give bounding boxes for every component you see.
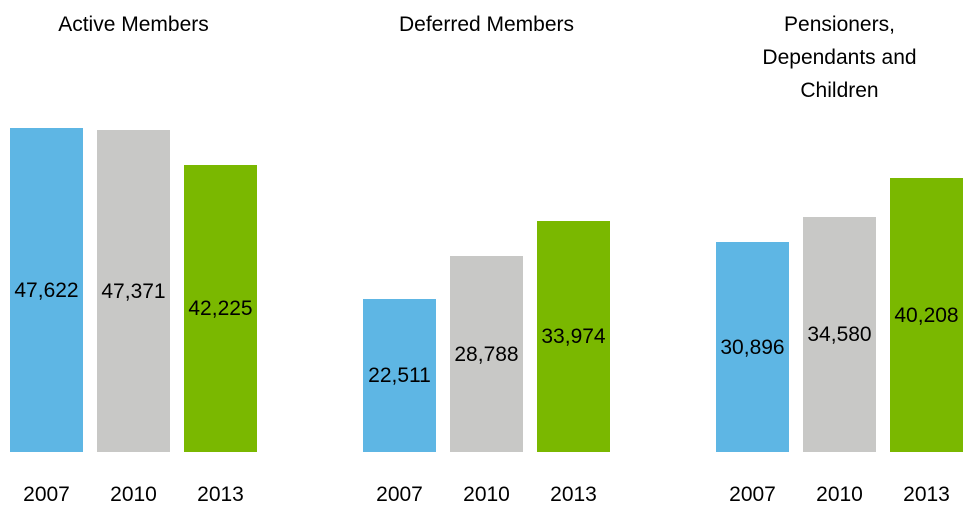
value-label: 47,371: [101, 279, 166, 303]
x-tick-label: 2013: [903, 483, 950, 506]
bar: [716, 241, 789, 452]
bar: [803, 216, 876, 452]
bar: [363, 298, 436, 452]
value-label: 40,208: [894, 304, 959, 328]
bar: [97, 129, 170, 452]
value-label: 33,974: [541, 325, 606, 349]
value-label: 34,580: [807, 323, 872, 347]
x-tick-label: 2010: [110, 483, 157, 506]
x-tick-label: 2013: [550, 483, 597, 506]
value-label: 22,511: [368, 364, 431, 388]
value-label: 42,225: [188, 297, 253, 321]
bar: [537, 220, 610, 452]
x-tick-label: 2010: [463, 483, 510, 506]
chart-title: Pensioners, Dependants and Children: [762, 13, 917, 102]
x-tick-label: 2013: [197, 483, 244, 506]
x-tick-label: 2007: [376, 483, 423, 506]
chart-title: Active Members: [58, 13, 209, 36]
x-tick-label: 2007: [23, 483, 70, 506]
x-tick-label: 2010: [816, 483, 863, 506]
bar: [184, 164, 257, 452]
bar: [450, 256, 523, 452]
value-label: 47,622: [14, 279, 79, 302]
value-label: 28,788: [454, 343, 519, 367]
value-label: 30,896: [720, 335, 785, 359]
chart-title: Deferred Members: [398, 13, 575, 36]
x-tick-label: 2007: [729, 483, 776, 506]
bar: [10, 128, 83, 452]
bar: [890, 178, 963, 452]
